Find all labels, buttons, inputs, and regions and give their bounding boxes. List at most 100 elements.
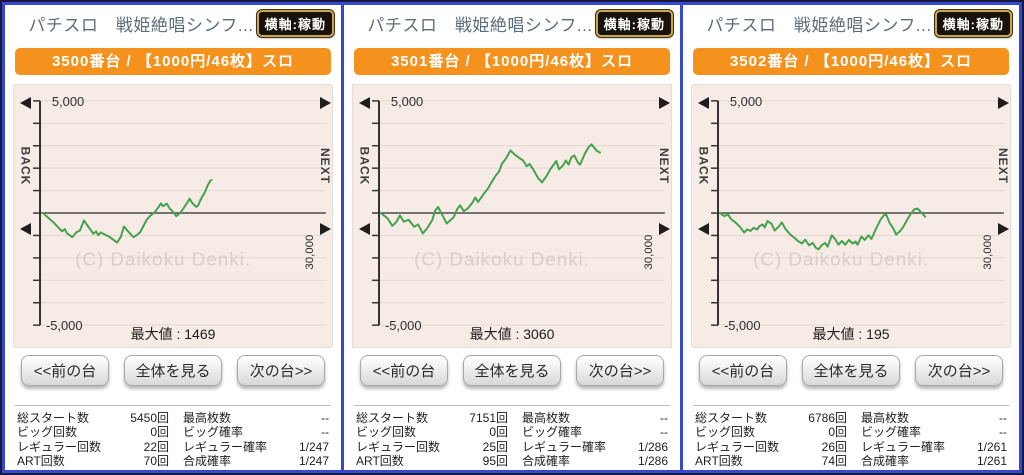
stats-row: ART回数 70回 合成確率 1/247 [17,454,329,468]
stat-value: 22回 [143,439,169,454]
stat-label: 合成確率 [183,454,232,469]
stats-row: ビッグ回数 0回 ビッグ確率 -- [695,425,1007,439]
stat-label: 最高枚数 [183,411,232,425]
stat-value: 95回 [482,454,508,469]
stat-value: -- [660,425,668,440]
next-machine-button[interactable]: 次の台>> [237,355,325,386]
stat-value: 0回 [150,425,169,440]
prev-machine-button[interactable]: <<前の台 [21,355,109,386]
stat-value: 0回 [489,425,508,440]
back-arrow-bottom-icon [19,223,31,235]
stats-row: ビッグ回数 0回 ビッグ確率 -- [356,425,668,439]
back-control[interactable]: BACK [356,97,372,235]
machine-panel: パチスロ 戦姫絶唱シンフ... 横軸:稼動 3502番台 / 【1000円/46… [683,5,1019,470]
stat-label: レギュラー確率 [522,439,607,454]
stat-label: レギュラー確率 [183,439,268,454]
stat-label: ART回数 [356,454,404,469]
stat-value: 5450回 [130,411,169,425]
stat-value: 1/261 [976,454,1007,469]
stat-value: 74回 [821,454,847,469]
machine-number-bar: 3501番台 / 【1000円/46枚】スロ [354,48,670,75]
back-control[interactable]: BACK [695,97,711,235]
next-arrow-bottom-icon [658,223,670,235]
slump-line [379,143,602,235]
y-axis-max-label: 5,000 [52,94,84,109]
slump-line [718,207,927,251]
stat-label: レギュラー回数 [17,439,102,454]
next-arrow-top-icon [319,97,331,109]
machine-panel: パチスロ 戦姫絶唱シンフ... 横軸:稼動 3500番台 / 【1000円/46… [5,5,341,470]
stat-label: 合成確率 [522,454,571,469]
overview-button[interactable]: 全体を見る [124,355,222,386]
y-axis-min-label: -5,000 [385,318,422,333]
next-control[interactable]: NEXT [995,97,1011,235]
stats-row: ART回数 95回 合成確率 1/286 [356,454,668,468]
next-machine-button[interactable]: 次の台>> [576,355,664,386]
stat-value: 6786回 [808,411,847,425]
watermark: (C) Daikoku Denki. [753,249,929,270]
model-title: パチスロ 戦姫絶唱シンフ... [28,16,254,35]
back-arrow-bottom-icon [358,223,370,235]
overview-button[interactable]: 全体を見る [802,355,900,386]
back-arrow-bottom-icon [697,223,709,235]
panel-header: パチスロ 戦姫絶唱シンフ... 横軸:稼動 [5,5,341,46]
stat-value: -- [321,425,329,440]
stats-row: レギュラー回数 26回 レギュラー確率 1/261 [695,440,1007,454]
prev-machine-button[interactable]: <<前の台 [699,355,787,386]
stat-label: ビッグ確率 [522,425,583,440]
nav-buttons: <<前の台 全体を見る 次の台>> [699,355,1003,386]
stats-row: ART回数 74回 合成確率 1/261 [695,454,1007,468]
stat-value: 1/247 [298,454,329,469]
overview-button[interactable]: 全体を見る [463,355,561,386]
next-machine-button[interactable]: 次の台>> [915,355,1003,386]
stat-label: ビッグ確率 [183,425,244,440]
stats-row: 総スタート数 6786回 最高枚数 -- [695,411,1007,425]
grid-and-axes [372,100,665,326]
y-axis-max-label: 5,000 [391,94,423,109]
back-control[interactable]: BACK [17,97,33,235]
stat-label: レギュラー回数 [695,439,780,454]
stat-label: 総スタート数 [695,411,768,425]
stat-value: 70回 [143,454,169,469]
stat-label: ART回数 [695,454,743,469]
graph-area: (C) Daikoku Denki. 5,000 -5,000 30,000 B… [13,84,333,348]
stat-value: 0回 [828,425,847,440]
x-axis-max-label: 30,000 [982,235,994,270]
next-control[interactable]: NEXT [656,97,672,235]
stats-row: 総スタート数 5450回 最高枚数 -- [17,411,329,425]
stat-value: -- [660,411,668,425]
stat-label: ビッグ回数 [356,425,417,440]
back-arrow-top-icon [697,97,709,109]
prev-machine-button[interactable]: <<前の台 [360,355,448,386]
machine-number-bar: 3502番台 / 【1000円/46枚】スロ [693,48,1009,75]
grid-and-axes [33,100,326,326]
stat-label: レギュラー確率 [861,439,946,454]
slump-graph: (C) Daikoku Denki. 5,000 -5,000 30,000 [33,94,326,333]
stat-label: ART回数 [17,454,65,469]
next-arrow-bottom-icon [319,223,331,235]
stat-value: -- [999,411,1007,425]
next-arrow-top-icon [997,97,1009,109]
machine-panel: パチスロ 戦姫絶唱シンフ... 横軸:稼動 3501番台 / 【1000円/46… [344,5,680,470]
stat-label: レギュラー回数 [356,439,441,454]
back-arrow-top-icon [358,97,370,109]
next-arrow-bottom-icon [997,223,1009,235]
stat-value: 1/247 [298,439,329,454]
axis-toggle-button[interactable]: 横軸:稼動 [256,10,334,37]
axis-toggle-button[interactable]: 横軸:稼動 [934,10,1012,37]
stat-label: 総スタート数 [356,411,429,425]
stat-label: ビッグ回数 [695,425,756,440]
axis-toggle-button[interactable]: 横軸:稼動 [595,10,673,37]
machine-number-bar: 3500番台 / 【1000円/46枚】スロ [15,48,331,75]
stat-label: 最高枚数 [522,411,571,425]
next-label: NEXT [318,147,333,185]
x-axis-max-label: 30,000 [304,235,316,270]
stats-table: 総スタート数 6786回 最高枚数 -- ビッグ回数 0回 ビッグ確率 -- レ… [695,411,1007,469]
next-label: NEXT [657,147,672,185]
stat-label: 合成確率 [861,454,910,469]
stat-value: 1/286 [637,454,668,469]
stats-table: 総スタート数 7151回 最高枚数 -- ビッグ回数 0回 ビッグ確率 -- レ… [356,411,668,469]
next-control[interactable]: NEXT [317,97,333,235]
stats-row: ビッグ回数 0回 ビッグ確率 -- [17,425,329,439]
